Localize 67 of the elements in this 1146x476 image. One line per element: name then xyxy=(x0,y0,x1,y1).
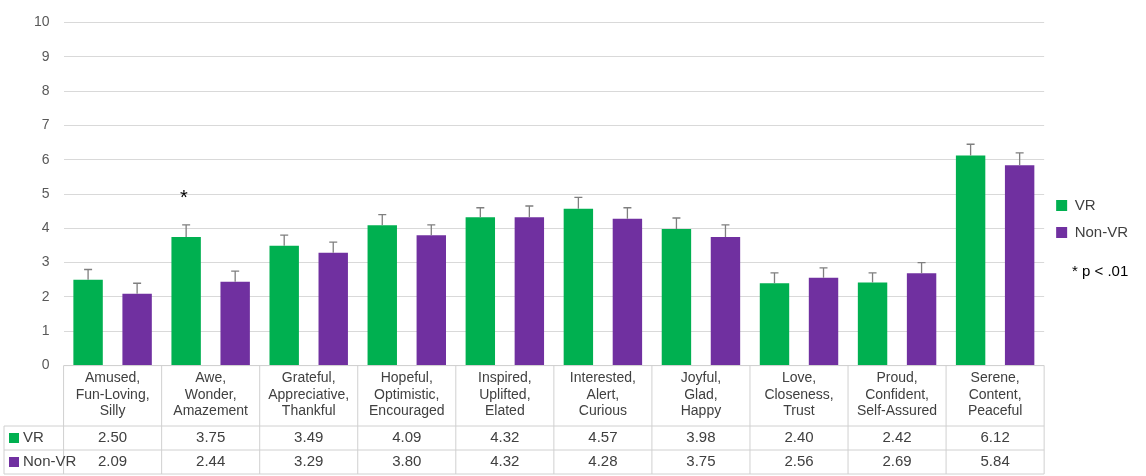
data-label: 4.32 xyxy=(490,452,520,470)
x-tick-label: Hopeful, Optimistic, Encouraged xyxy=(369,368,445,419)
x-tick-label: Love, Closeness, Trust xyxy=(764,368,834,419)
bar xyxy=(171,236,201,366)
y-tick-label: 7 xyxy=(41,116,50,133)
y-tick-label: 9 xyxy=(41,47,50,64)
data-label: 4.09 xyxy=(392,428,422,446)
bar xyxy=(318,252,348,366)
bar xyxy=(73,279,103,366)
data-label: 3.80 xyxy=(392,452,422,470)
bar xyxy=(514,217,545,366)
data-label: 5.84 xyxy=(980,452,1010,470)
data-label: 3.98 xyxy=(686,428,716,446)
data-label: 2.50 xyxy=(98,428,128,446)
text: VR xyxy=(1074,195,1096,213)
y-tick-label: 2 xyxy=(41,287,50,304)
bar xyxy=(563,208,594,366)
bar xyxy=(612,218,643,366)
data-label: 2.42 xyxy=(882,428,912,446)
x-tick-label: Grateful, Appreciative, Thankful xyxy=(268,368,350,419)
bar xyxy=(465,217,496,366)
data-label: 4.28 xyxy=(588,452,618,470)
y-tick-label: 1 xyxy=(41,322,50,339)
data-label: 2.09 xyxy=(98,452,128,470)
legend-label: VR xyxy=(23,428,44,446)
data-label: 6.12 xyxy=(980,428,1010,446)
bar xyxy=(857,282,888,366)
bar xyxy=(661,229,692,366)
annotation: * xyxy=(180,186,188,209)
data-label: 2.56 xyxy=(784,452,814,470)
y-tick-label: 4 xyxy=(41,219,50,236)
bar xyxy=(955,155,986,366)
x-tick-label: Awe, Wonder, Amazement xyxy=(173,368,249,419)
x-tick-label: Proud, Confident, Self-Assured xyxy=(856,368,938,419)
bar xyxy=(367,225,397,366)
data-label: 2.40 xyxy=(784,428,814,446)
text: * p < .01 xyxy=(1072,262,1129,279)
data-label: 3.49 xyxy=(294,428,324,446)
x-tick-label: Interested, Alert, Curious xyxy=(569,368,636,419)
bar xyxy=(710,236,741,366)
bar xyxy=(416,235,446,366)
data-label: 4.32 xyxy=(490,428,520,446)
y-tick-label: 8 xyxy=(41,81,50,98)
bar xyxy=(1004,165,1035,366)
x-tick-label: Serene, Content, Peaceful xyxy=(967,368,1023,419)
data-label: 3.75 xyxy=(196,428,226,446)
data-label: 3.29 xyxy=(294,452,324,470)
y-tick-label: 10 xyxy=(33,13,50,30)
x-tick-label: Amused, Fun-Loving, Silly xyxy=(75,368,150,419)
bar xyxy=(269,245,299,366)
data-label: 2.44 xyxy=(196,452,226,470)
bar xyxy=(220,281,250,366)
y-tick-label: 0 xyxy=(41,356,50,373)
bar xyxy=(122,293,152,366)
y-tick-label: 3 xyxy=(41,253,50,270)
y-tick-label: 5 xyxy=(41,184,50,201)
bar xyxy=(808,277,839,366)
legend-label: Non-VR xyxy=(1074,222,1129,240)
text: Non-VR xyxy=(23,452,77,470)
y-tick-label: 6 xyxy=(41,150,50,167)
bar xyxy=(906,273,937,366)
x-tick-label: Inspired, Uplifted, Elated xyxy=(477,368,532,419)
data-label: 2.69 xyxy=(882,452,912,470)
data-label: 4.57 xyxy=(588,428,618,446)
bar xyxy=(759,283,790,366)
data-label: 3.75 xyxy=(686,452,716,470)
x-tick-label: Joyful, Glad, Happy xyxy=(680,368,722,419)
